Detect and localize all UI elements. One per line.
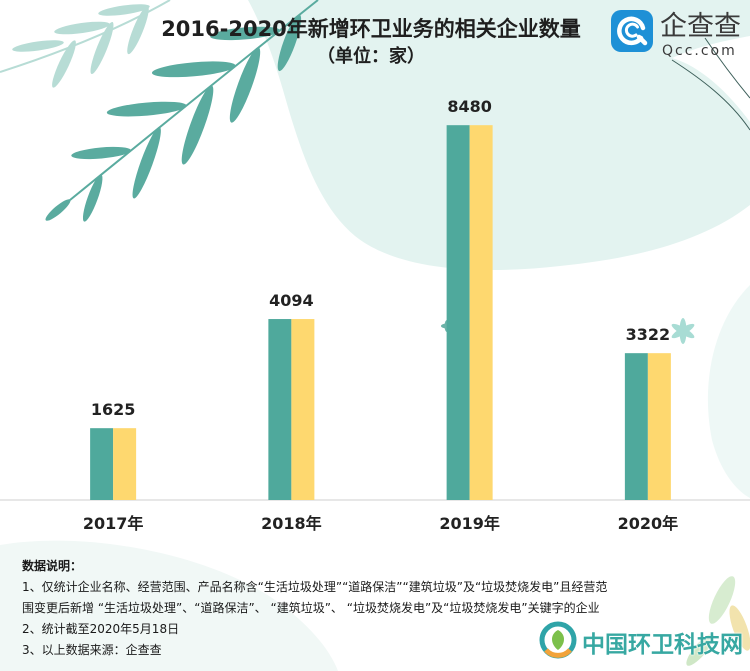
bar-2019-right xyxy=(469,125,493,501)
palm-leaflet xyxy=(71,146,132,160)
qcc-logo-icon-ring xyxy=(617,16,646,46)
plant-leaf xyxy=(708,576,736,624)
palm-leaflet xyxy=(82,174,103,222)
flower-petal xyxy=(671,323,695,339)
palm-leaflet xyxy=(181,85,214,165)
white-cloud-top-right xyxy=(672,36,750,122)
pale-leaflet xyxy=(90,21,114,75)
x-tick-label-2017: 2017年 xyxy=(83,514,144,533)
watermark-icon-graphic xyxy=(539,621,577,659)
logo-name: 企查查 xyxy=(660,11,741,42)
data-notes: 数据说明： 1、仅统计企业名称、经营范围、产品名称含“生活垃圾处理”“道路保洁”… xyxy=(22,556,607,661)
plant-leaf xyxy=(729,605,750,651)
qcc-logo-icon-inner xyxy=(624,22,639,38)
bar-2020-left xyxy=(624,353,648,500)
x-tick-label-2018: 2018年 xyxy=(261,514,322,533)
palm-frond xyxy=(45,0,319,222)
qcc-logo-icon xyxy=(611,10,653,52)
watermark-logo: 中国环卫科技网 xyxy=(538,620,748,664)
qcc-logo-icon-graphic xyxy=(611,10,653,52)
pale-leaflet xyxy=(12,40,64,52)
notes-line-1-continued: 围变更后新增 “生活垃圾处理”、“道路保洁”、 “建筑垃圾”、 “垃圾焚烧发电”… xyxy=(22,601,600,615)
bottom-right-plants xyxy=(686,576,750,666)
plant-leaf xyxy=(686,634,714,666)
qcc-logo-icon-tail xyxy=(636,34,648,46)
flower-decoration xyxy=(671,318,695,344)
qcc-logo: 企查查 Qcc.com xyxy=(611,10,747,62)
pale-leaflet xyxy=(127,5,149,55)
bar-2017-right xyxy=(113,428,137,500)
bar-2018-right xyxy=(291,319,315,500)
data-label-2017: 1625 xyxy=(91,400,136,419)
bar-2019-left xyxy=(446,125,470,501)
palm-leaflet xyxy=(151,61,236,78)
mint-blob-right xyxy=(707,285,750,498)
mint-blob-top xyxy=(248,0,750,271)
x-tick-label-2020: 2020年 xyxy=(618,514,679,533)
chart-marks: 1625 2017年 4094 2018年 8480 2019年 3322 2020年 xyxy=(83,97,678,533)
data-label-2018: 4094 xyxy=(269,291,314,310)
thin-line-decoration xyxy=(671,59,750,131)
notes-heading: 数据说明： xyxy=(22,559,83,573)
palm-leaflet xyxy=(132,126,161,199)
logo-domain: Qcc.com xyxy=(662,43,737,59)
bar-2017-left xyxy=(90,428,114,500)
data-label-2020: 3322 xyxy=(626,325,671,344)
data-label-2019: 8480 xyxy=(447,97,492,116)
palm-leaflet xyxy=(229,47,261,123)
pale-leaflet xyxy=(54,21,110,35)
watermark-text: 中国环卫科技网 xyxy=(582,632,743,658)
environmental-sanitation-logo-icon xyxy=(538,620,578,660)
bar-2020-right xyxy=(647,353,671,500)
pale-frond-stem xyxy=(0,0,171,73)
palm-leaflet xyxy=(277,14,302,72)
pale-leaflet xyxy=(52,40,76,88)
thin-line-decoration xyxy=(704,37,750,99)
notes-line-2: 2、统计截至2020年5月18日 xyxy=(22,622,180,636)
notes-line-3: 3、以上数据来源：企查查 xyxy=(22,643,162,657)
palm-leaflet xyxy=(106,101,187,117)
watermark-icon-leaf xyxy=(552,630,564,650)
chart-area: 1625 2017年 4094 2018年 8480 2019年 3322 2020年 xyxy=(0,97,750,533)
chart-subtitle: （单位：家） xyxy=(317,46,425,67)
mint-blob-bottom-left xyxy=(0,540,338,671)
bar-2018-left xyxy=(268,319,292,500)
watermark-icon-arc xyxy=(544,648,572,658)
palm-frond-stem xyxy=(69,0,319,201)
notes-line-1: 1、仅统计企业名称、经营范围、产品名称含“生活垃圾处理”“道路保洁”“建筑垃圾”… xyxy=(22,580,608,594)
chart-title: 2016-2020年新增环卫业务的相关企业数量 xyxy=(161,17,581,41)
x-tick-label-2019: 2019年 xyxy=(439,514,500,533)
pale-palm-frond xyxy=(0,0,171,88)
pale-leaflet xyxy=(98,4,150,16)
palm-leaflet xyxy=(210,26,280,41)
palm-leaflet xyxy=(45,199,71,221)
